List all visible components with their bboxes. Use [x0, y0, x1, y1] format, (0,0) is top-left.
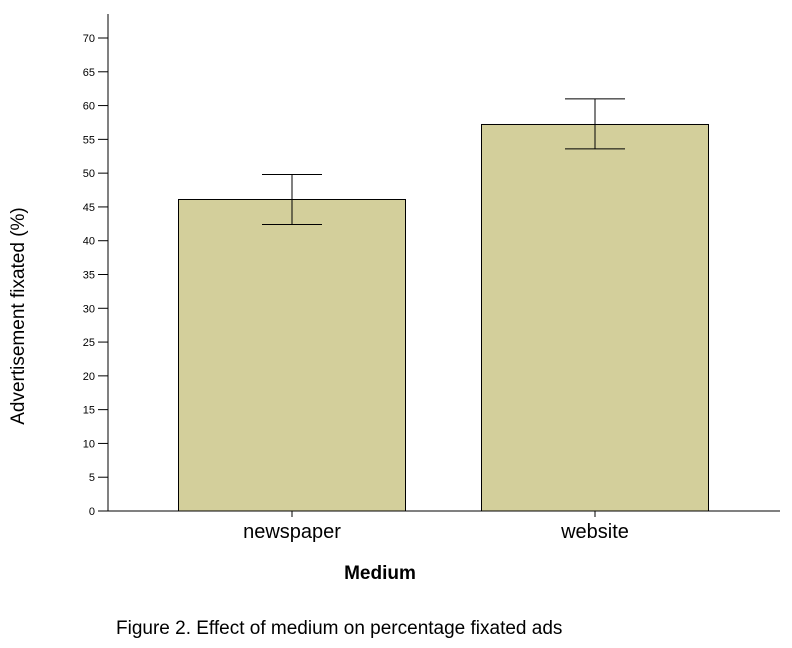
bar-newspaper [178, 198, 406, 512]
x-axis-label: Medium [344, 563, 416, 584]
y-tick-label: 30 [83, 303, 95, 315]
y-axis-ticks: 0 5 10 15 20 25 30 35 40 45 50 55 60 65 70 [83, 33, 108, 518]
y-tick-label: 25 [83, 337, 95, 349]
y-tick-label: 0 [89, 506, 95, 518]
y-tick-label: 50 [83, 168, 95, 180]
y-tick-label: 10 [83, 438, 95, 450]
y-tick-label: 15 [83, 405, 95, 417]
y-tick-label: 70 [83, 33, 95, 45]
x-axis-categories: newspaper website [243, 511, 629, 543]
y-tick-label: 20 [83, 371, 95, 383]
y-tick-label: 5 [89, 472, 95, 484]
y-axis-label: Advertisement fixated (%) [8, 207, 29, 425]
y-tick-label: 65 [83, 67, 95, 79]
figure-caption: Figure 2. Effect of medium on percentage… [116, 618, 563, 639]
y-tick-label: 35 [83, 270, 95, 282]
x-tick-label-website: website [560, 521, 629, 543]
bar-website [481, 123, 709, 512]
y-tick-label: 45 [83, 202, 95, 214]
y-tick-label: 55 [83, 134, 95, 146]
bars [178, 123, 709, 512]
y-tick-label: 40 [83, 236, 95, 248]
bar-chart: 0 5 10 15 20 25 30 35 40 45 50 55 60 65 70 newspaper we… [8, 14, 780, 584]
x-tick-label-newspaper: newspaper [243, 521, 341, 543]
error-bars [262, 98, 625, 225]
y-tick-label: 60 [83, 101, 95, 113]
